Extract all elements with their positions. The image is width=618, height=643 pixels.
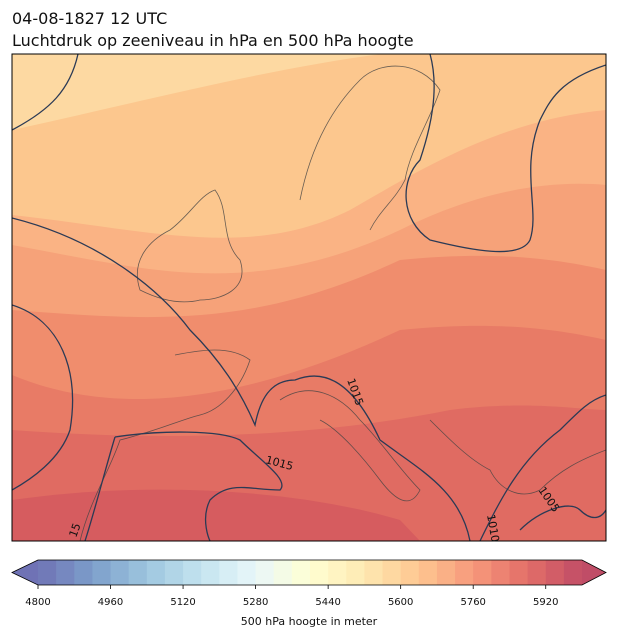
coastline — [299, 65, 441, 231]
isobar — [12, 217, 471, 541]
colorbar-bin — [509, 560, 529, 585]
map-frame — [11, 53, 607, 542]
colorbar-bin — [364, 560, 384, 585]
coastline — [136, 189, 243, 303]
colorbar-bin — [56, 560, 75, 585]
coastline — [279, 390, 421, 502]
subtitle: Luchtdruk op zeeniveau in hPa en 500 hPa… — [12, 31, 414, 50]
colorbar-bin — [38, 560, 57, 585]
colorbar-bin — [310, 560, 329, 585]
colorbar-bin — [527, 560, 547, 585]
colorbar-bin — [328, 560, 347, 585]
colorbar-bin — [563, 560, 583, 585]
colorbar-tick-label: 5600 — [388, 597, 413, 608]
isobar — [12, 304, 74, 491]
colorbar-tick-label: 4800 — [25, 597, 50, 608]
coastline — [429, 419, 606, 495]
colorbar-bin — [491, 560, 510, 585]
colorbar-bin — [146, 560, 166, 585]
coastline — [79, 349, 251, 541]
colorbar-bin — [201, 560, 220, 585]
colorbar-bin — [255, 560, 275, 585]
colorbar-extend-high — [582, 560, 606, 585]
contour-label: 15 — [67, 521, 84, 539]
colorbar-tick-label: 4960 — [98, 597, 123, 608]
colorbar-bin — [455, 560, 474, 585]
colorbar-bin — [92, 560, 112, 585]
colorbar-bin — [400, 560, 420, 585]
colorbar-bin — [436, 560, 456, 585]
isobar — [84, 436, 116, 541]
map: 1015 1015 1005 1010 15 — [11, 53, 607, 543]
colorbar-bin — [545, 560, 565, 585]
isobar — [519, 505, 606, 531]
isobar — [479, 394, 606, 541]
colorbar-bin — [291, 560, 311, 585]
colorbar-extend-low — [12, 560, 38, 585]
title: 04-08-1827 12 UTC — [12, 9, 167, 28]
colorbar-bin — [382, 560, 402, 585]
colorbar-tick-label: 5920 — [533, 597, 558, 608]
colorbar-bin — [183, 560, 202, 585]
colorbar-tick-label: 5760 — [460, 597, 485, 608]
colorbar-outline — [11, 559, 607, 586]
colorbar-bin — [237, 560, 257, 585]
colorbar-tick-label: 5120 — [170, 597, 195, 608]
colorbar-bin — [219, 560, 238, 585]
isobar — [405, 54, 606, 253]
isobar — [114, 431, 283, 541]
colorbar-bin — [418, 560, 438, 585]
colorbar-bin — [164, 560, 184, 585]
colorbar-bin — [74, 560, 93, 585]
colorbar-bin — [273, 560, 293, 585]
colorbar-label: 500 hPa hoogte in meter — [241, 615, 378, 628]
colorbar-bin — [110, 560, 130, 585]
isobar — [12, 54, 79, 131]
colorbar-bin — [128, 560, 148, 585]
colorbar-bin — [346, 560, 365, 585]
height-band — [12, 489, 420, 541]
colorbar-tick-label: 5280 — [243, 597, 268, 608]
colorbar-bin — [473, 560, 492, 585]
colorbar-tick-label: 5440 — [315, 597, 340, 608]
contour-label: 1010 — [484, 513, 502, 543]
colorbar: 4800 4960 5120 5280 5440 5600 5760 5920 — [11, 559, 607, 608]
